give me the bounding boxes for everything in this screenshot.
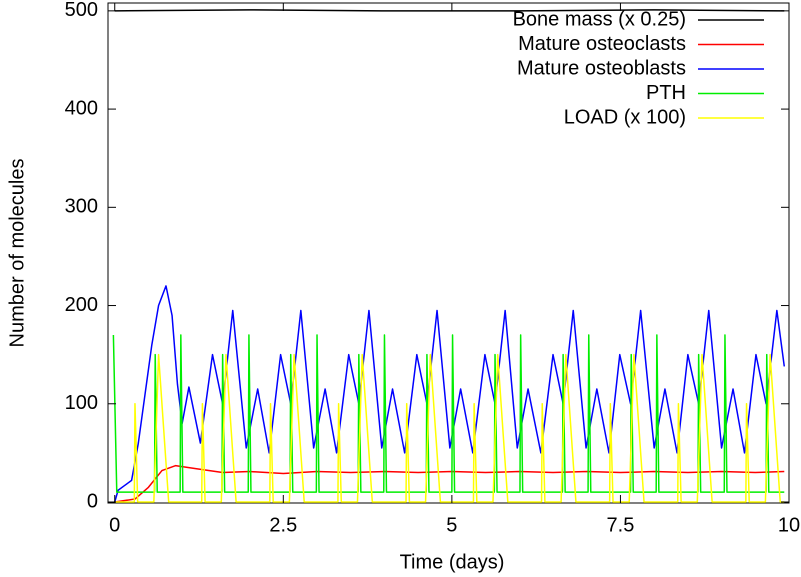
series-line	[114, 353, 785, 503]
y-tick-label: 200	[65, 294, 98, 316]
plot-lines	[112, 9, 786, 503]
y-tick-label: 500	[65, 0, 98, 21]
y-tick-label: 100	[65, 392, 98, 414]
x-tick-label: 7.5	[607, 514, 635, 536]
x-tick-label: 0	[109, 514, 120, 536]
series-line	[112, 334, 785, 493]
legend-label: LOAD (x 100)	[564, 106, 686, 128]
x-tick-label: 10	[778, 514, 800, 536]
x-tick-label: 2.5	[269, 514, 297, 536]
legend-label: Mature osteoblasts	[517, 57, 686, 79]
x-axis-label: Time (days)	[400, 551, 505, 573]
y-tick-label: 300	[65, 196, 98, 218]
legend-label: Bone mass (x 0.25)	[513, 8, 686, 30]
y-tick-label: 0	[87, 490, 98, 512]
legend-label: PTH	[646, 82, 686, 104]
y-tick-label: 400	[65, 97, 98, 119]
series-line	[114, 464, 785, 503]
x-tick-label: 5	[446, 514, 457, 536]
plot-frame	[107, 2, 790, 504]
legend-label: Mature osteoclasts	[518, 33, 686, 55]
series-line	[114, 285, 786, 503]
y-axis-label: Number of molecules	[6, 159, 28, 348]
